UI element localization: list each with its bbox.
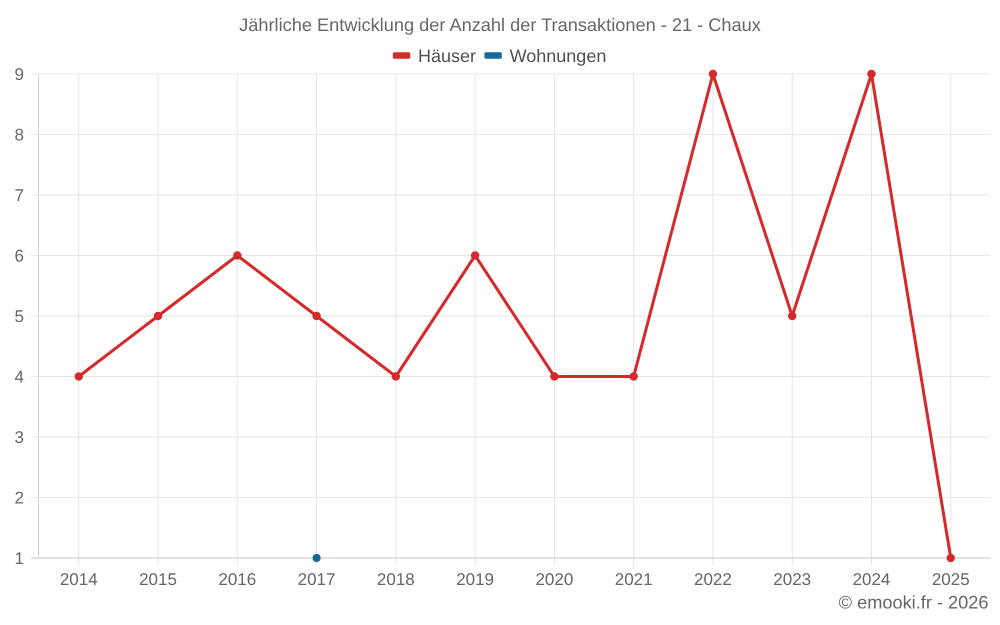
svg-text:2021: 2021 <box>615 570 653 589</box>
svg-text:Wohnungen: Wohnungen <box>510 46 607 66</box>
svg-text:2022: 2022 <box>694 570 732 589</box>
svg-text:6: 6 <box>15 247 24 266</box>
svg-text:2015: 2015 <box>139 570 177 589</box>
svg-text:2014: 2014 <box>60 570 98 589</box>
svg-text:Jährliche Entwicklung der Anza: Jährliche Entwicklung der Anzahl der Tra… <box>239 15 761 35</box>
svg-text:© emooki.fr - 2026: © emooki.fr - 2026 <box>839 592 989 612</box>
svg-text:2025: 2025 <box>932 570 970 589</box>
svg-text:2017: 2017 <box>298 570 336 589</box>
svg-text:2019: 2019 <box>456 570 494 589</box>
svg-text:2: 2 <box>15 489 24 508</box>
svg-text:3: 3 <box>15 428 24 447</box>
svg-text:8: 8 <box>15 126 24 145</box>
svg-text:2023: 2023 <box>773 570 811 589</box>
svg-text:2024: 2024 <box>853 570 891 589</box>
svg-text:5: 5 <box>15 307 24 326</box>
svg-text:7: 7 <box>15 186 24 205</box>
svg-text:2016: 2016 <box>218 570 256 589</box>
svg-text:Häuser: Häuser <box>418 46 476 66</box>
svg-text:2018: 2018 <box>377 570 415 589</box>
svg-text:1: 1 <box>15 549 24 568</box>
svg-text:2020: 2020 <box>535 570 573 589</box>
svg-text:9: 9 <box>15 65 24 84</box>
svg-text:4: 4 <box>15 368 24 387</box>
